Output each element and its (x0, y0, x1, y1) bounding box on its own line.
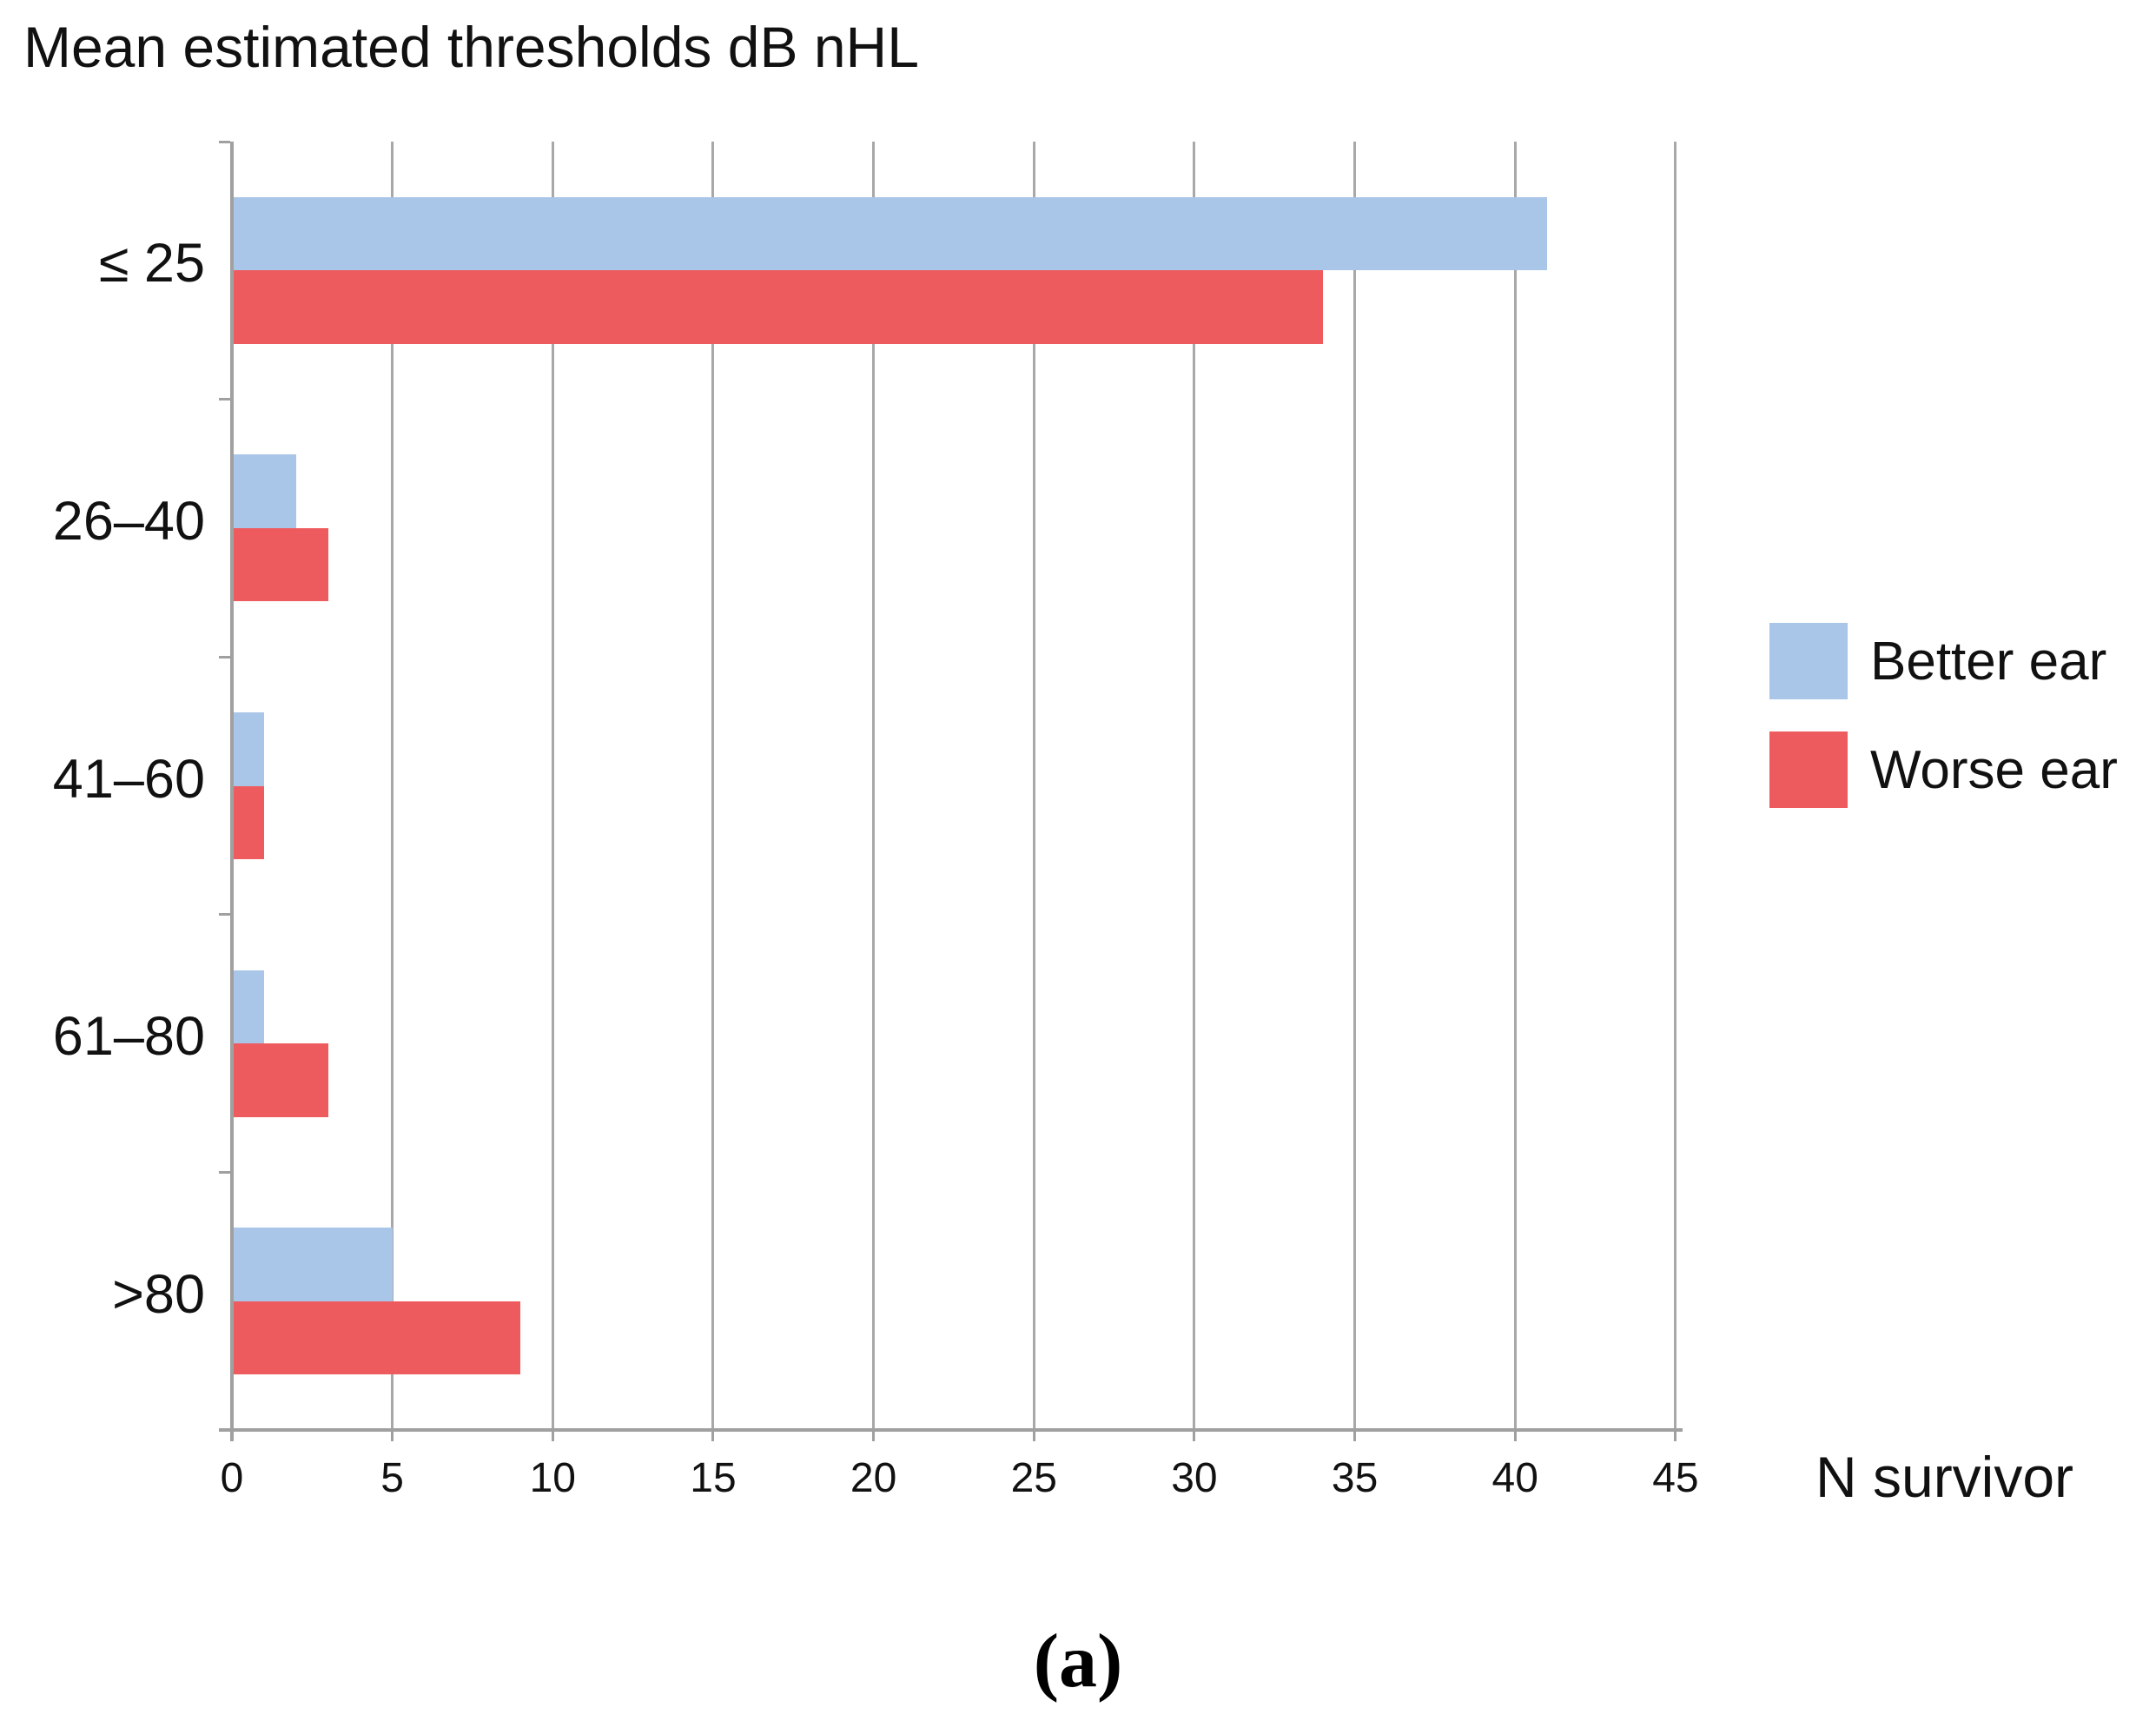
x-tick-mark (1193, 1430, 1196, 1441)
x-tick-mark (551, 1430, 554, 1441)
x-tick-label: 25 (1010, 1455, 1057, 1501)
x-tick-label: 35 (1331, 1455, 1379, 1501)
gridline (1674, 142, 1677, 1430)
gridline (1513, 142, 1517, 1430)
gridline (711, 142, 715, 1430)
gridline (391, 142, 394, 1430)
legend-label-worse-ear: Worse ear (1870, 739, 2118, 800)
x-tick-label: 10 (529, 1455, 576, 1501)
bar-better-ear (232, 1228, 393, 1301)
better-ear-swatch (1769, 623, 1848, 699)
legend-label-better-ear: Better ear (1870, 631, 2107, 692)
worse-ear-swatch (1769, 731, 1848, 808)
x-tick-label: 30 (1171, 1455, 1218, 1501)
y-tick-mark (219, 655, 230, 659)
bar-better-ear (232, 970, 264, 1044)
x-tick-label: 20 (850, 1455, 897, 1501)
legend-item-better-ear: Better ear (1769, 623, 2106, 699)
x-tick-mark (872, 1430, 876, 1441)
x-tick-label: 15 (690, 1455, 737, 1501)
bar-worse-ear (232, 1301, 521, 1375)
x-tick-label: 0 (220, 1455, 244, 1501)
figure-caption: (a) (1033, 1619, 1123, 1704)
x-axis-line (219, 1428, 1683, 1432)
bar-better-ear (232, 454, 296, 528)
gridline (872, 142, 876, 1430)
bar-worse-ear (232, 270, 1323, 344)
x-axis-label: N survivor (1815, 1445, 2074, 1509)
y-tick-mark (219, 140, 230, 143)
category-label: 61–80 (52, 1006, 205, 1068)
x-tick-mark (711, 1430, 715, 1441)
category-label: 41–60 (52, 748, 205, 810)
x-tick-mark (1674, 1430, 1677, 1441)
bar-worse-ear (232, 785, 264, 859)
y-axis-line (230, 142, 234, 1441)
bar-worse-ear (232, 1043, 328, 1117)
y-tick-mark (219, 398, 230, 401)
x-tick-label: 5 (380, 1455, 404, 1501)
bar-better-ear (232, 712, 264, 786)
x-tick-mark (1513, 1430, 1517, 1441)
category-label: ≤ 25 (98, 233, 205, 295)
gridline (1193, 142, 1196, 1430)
category-label: >80 (112, 1263, 205, 1325)
legend-item-worse-ear: Worse ear (1769, 731, 2118, 808)
bar-worse-ear (232, 527, 328, 602)
gridline (1353, 142, 1357, 1430)
y-tick-mark (219, 1170, 230, 1174)
x-tick-mark (391, 1430, 394, 1441)
x-tick-label: 40 (1491, 1455, 1538, 1501)
category-label: 26–40 (52, 490, 205, 552)
x-tick-mark (1032, 1430, 1035, 1441)
x-tick-label: 45 (1652, 1455, 1699, 1501)
bar-better-ear (232, 196, 1548, 271)
gridline (1032, 142, 1035, 1430)
y-tick-mark (219, 913, 230, 917)
x-tick-mark (1353, 1430, 1357, 1441)
chart-title: Mean estimated thresholds dB nHL (23, 15, 919, 79)
gridline (551, 142, 554, 1430)
